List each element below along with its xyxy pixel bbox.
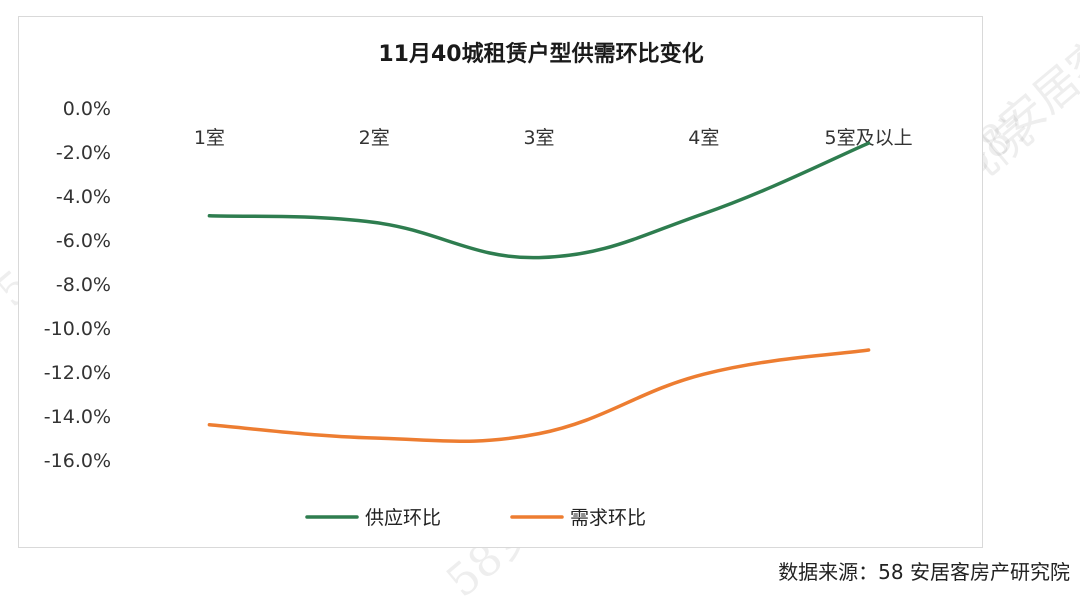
- data-source-note: 数据来源：58 安居客房产研究院: [778, 560, 1070, 584]
- y-tick-label: -8.0%: [56, 274, 111, 296]
- series-line-2: [207, 348, 871, 444]
- y-tick-label: -4.0%: [56, 186, 111, 208]
- y-tick-label: -16.0%: [44, 450, 111, 472]
- category-label: 2室: [359, 127, 390, 149]
- category-label: 3室: [523, 127, 554, 149]
- chart-frame: 11月40城租赁户型供需环比变化 0.0% -2.0% -4.0% -6.0% -8.0%…: [18, 16, 983, 548]
- series-line-1: [207, 141, 871, 260]
- y-tick-label: -10.0%: [44, 318, 111, 340]
- category-label: 1室: [194, 127, 225, 149]
- y-tick-label: -12.0%: [44, 362, 111, 384]
- chart-title: 11月40城租赁户型供需环比变化: [378, 41, 703, 67]
- category-label: 4室: [688, 127, 719, 149]
- y-tick-label: -6.0%: [56, 230, 111, 252]
- line-chart: 11月40城租赁户型供需环比变化 0.0% -2.0% -4.0% -6.0% -8.0%…: [44, 41, 913, 529]
- legend-label: 需求环比: [570, 507, 646, 529]
- y-tick-label: -2.0%: [56, 142, 111, 164]
- y-tick-label: -14.0%: [44, 406, 111, 428]
- legend-label: 供应环比: [365, 507, 441, 529]
- y-tick-label: 0.0%: [63, 98, 111, 120]
- category-label: 5室及以上: [825, 127, 913, 149]
